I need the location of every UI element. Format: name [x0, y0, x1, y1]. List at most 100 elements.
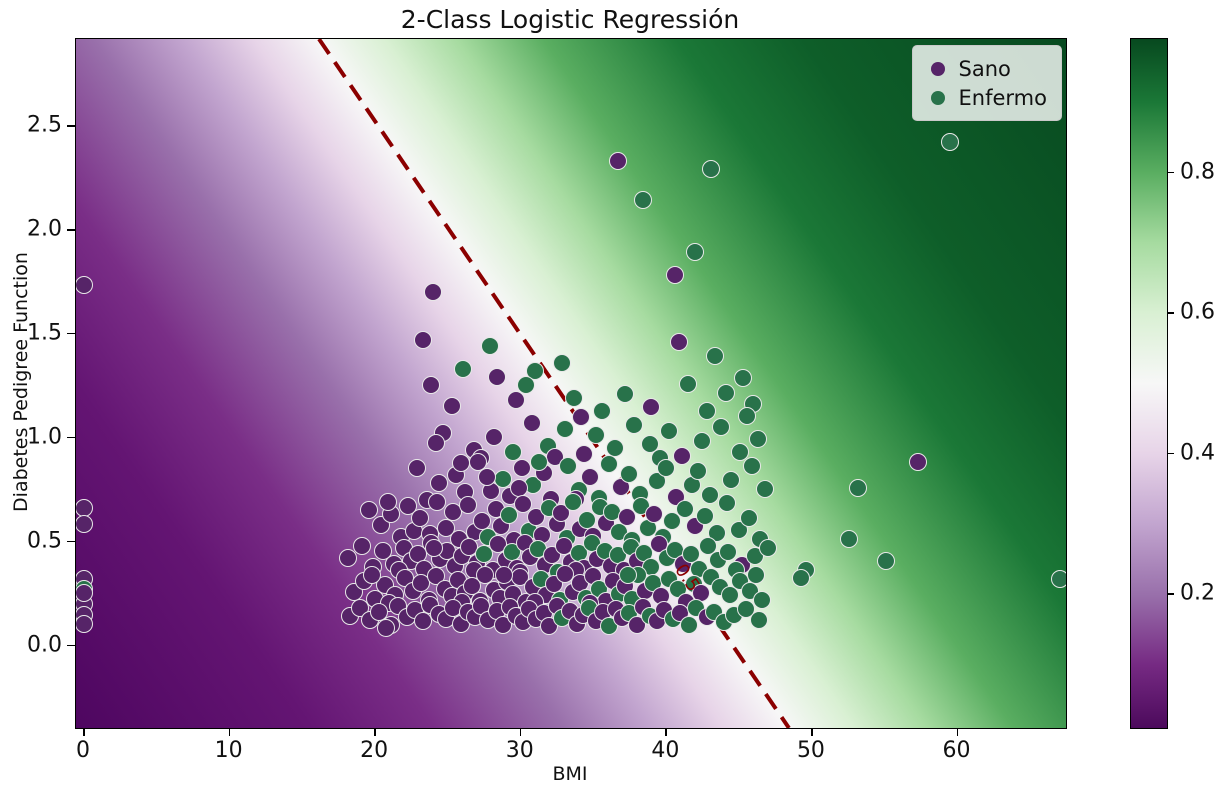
scatter-point — [738, 407, 757, 426]
legend-item: Enfermo — [923, 83, 1047, 112]
scatter-point — [556, 419, 575, 438]
scatter-point — [572, 407, 591, 426]
scatter-point — [553, 353, 572, 372]
scatter-point — [693, 432, 712, 451]
scatter-point — [648, 472, 667, 491]
scatter-point — [675, 500, 694, 519]
x-tick-label: 10 — [214, 738, 243, 763]
y-tick-mark — [67, 436, 75, 439]
scatter-point — [619, 565, 637, 584]
plot-area: 0.5 Sano Enfermo — [75, 38, 1067, 729]
scatter-point — [697, 402, 716, 421]
scatter-point — [377, 618, 396, 637]
scatter-point — [678, 374, 697, 393]
chart-title: 2-Class Logistic Regressión — [400, 5, 740, 34]
scatter-point — [620, 464, 639, 483]
scatter-point — [339, 549, 358, 567]
x-tick-mark — [228, 728, 231, 736]
y-tick-label: 0.5 — [27, 528, 62, 554]
scatter-point — [688, 461, 707, 480]
x-tick-mark — [810, 728, 813, 736]
y-tick-label: 0.0 — [27, 632, 62, 658]
scatter-point — [556, 564, 575, 583]
scatter-point — [575, 445, 594, 464]
scatter-point — [696, 507, 715, 526]
scatter-point — [512, 459, 531, 478]
colorbar-tick-mark — [1167, 312, 1174, 314]
scatter-point — [720, 586, 739, 605]
scatter-point — [399, 497, 418, 515]
scatter-point — [425, 538, 444, 557]
scatter-point — [701, 160, 720, 179]
colorbar-tick-label: 0.8 — [1180, 159, 1214, 185]
scatter-point — [700, 485, 719, 504]
scatter-point — [76, 276, 93, 295]
scatter-point — [474, 544, 493, 563]
scatter-point — [359, 500, 378, 519]
scatter-point — [454, 359, 473, 378]
scatter-point — [736, 599, 755, 618]
x-tick-label: 30 — [505, 738, 534, 763]
scatter-point — [437, 518, 456, 537]
y-tick-label: 2.5 — [27, 112, 62, 138]
scatter-point — [617, 508, 636, 527]
scatter-point — [849, 478, 868, 497]
x-tick-label: 50 — [796, 738, 825, 763]
legend-label: Sano — [958, 56, 1011, 81]
x-tick-mark — [956, 728, 959, 736]
scatter-point — [525, 361, 544, 380]
legend-label: Enfermo — [958, 85, 1047, 110]
scatter-point — [731, 442, 750, 461]
scatter-point — [722, 471, 741, 490]
scatter-point — [76, 615, 93, 634]
colorbar-tick-label: 0.2 — [1180, 580, 1214, 606]
scatter-point — [362, 565, 381, 584]
scatter-point — [76, 583, 93, 602]
scatter-point — [503, 442, 522, 461]
scatter-point — [645, 505, 664, 524]
scatter-points-layer — [76, 39, 1066, 728]
scatter-point — [586, 426, 605, 445]
scatter-point — [685, 242, 704, 261]
scatter-point — [719, 542, 738, 561]
scatter-point — [429, 474, 448, 493]
scatter-point — [487, 368, 506, 387]
scatter-point — [506, 390, 525, 409]
scatter-point — [755, 480, 774, 499]
scatter-point — [552, 504, 571, 523]
x-axis-label: BMI — [552, 763, 588, 785]
x-tick-mark — [374, 728, 376, 736]
scatter-point — [642, 398, 661, 417]
scatter-point — [458, 495, 477, 514]
scatter-point — [1051, 570, 1066, 588]
scatter-point — [485, 428, 504, 447]
scatter-point — [477, 467, 496, 486]
colorbar-tick-label: 0.4 — [1180, 440, 1214, 466]
colorbar — [1130, 38, 1168, 729]
scatter-point — [608, 151, 627, 170]
legend-item: Sano — [923, 54, 1047, 83]
scatter-point — [792, 568, 811, 587]
x-tick-label: 20 — [360, 738, 389, 763]
scatter-point — [563, 492, 582, 511]
colorbar-tick-label: 0.6 — [1180, 299, 1214, 325]
y-tick-mark — [67, 644, 75, 647]
scatter-point — [426, 566, 445, 585]
scatter-point — [495, 565, 514, 584]
scatter-point — [76, 515, 93, 534]
decision-boundary-line — [317, 39, 791, 728]
x-tick-mark — [519, 728, 522, 736]
scatter-point — [633, 191, 652, 210]
scatter-point — [739, 509, 758, 528]
scatter-point — [422, 376, 441, 395]
scatter-point — [840, 529, 859, 548]
scatter-point — [662, 511, 681, 530]
scatter-point — [616, 384, 635, 403]
y-tick-label: 1.0 — [27, 424, 62, 450]
scatter-point — [706, 347, 725, 366]
scatter-point — [876, 552, 895, 571]
scatter-point — [605, 438, 624, 457]
scatter-point — [600, 455, 619, 474]
scatter-point — [669, 332, 688, 351]
